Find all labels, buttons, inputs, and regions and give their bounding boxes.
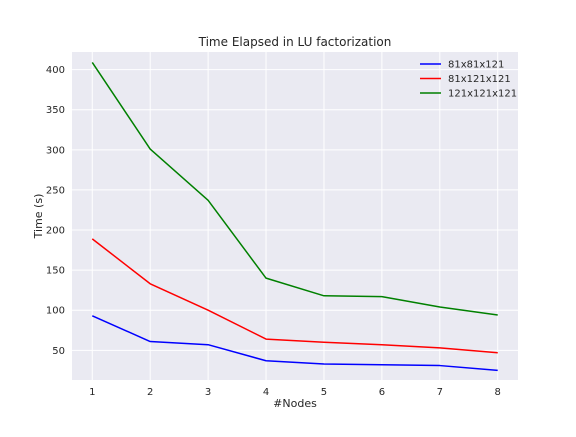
x-tick-label: 8 xyxy=(495,387,501,398)
y-tick-labels: 50 100 150 200 250 300 350 400 xyxy=(46,65,65,357)
x-tick-label: 3 xyxy=(205,387,211,398)
x-tick-label: 2 xyxy=(147,387,153,398)
x-tick-label: 6 xyxy=(379,387,385,398)
x-tick-label: 7 xyxy=(437,387,443,398)
y-tick-label: 250 xyxy=(46,185,65,196)
y-tick-label: 50 xyxy=(52,346,65,357)
legend-label: 121x121x121 xyxy=(448,89,517,100)
x-tick-labels: 1 2 3 4 5 6 7 8 xyxy=(89,387,501,398)
y-tick-label: 350 xyxy=(46,105,65,116)
plot-area xyxy=(72,52,518,380)
x-axis-label: #Nodes xyxy=(273,397,317,410)
chart-title: Time Elapsed in LU factorization xyxy=(198,35,392,49)
x-tick-label: 1 xyxy=(89,387,95,398)
grid xyxy=(72,52,518,380)
y-tick-label: 400 xyxy=(46,65,65,76)
series-line xyxy=(91,315,498,372)
x-tick-label: 5 xyxy=(321,387,327,398)
x-tick-label: 4 xyxy=(263,387,269,398)
y-tick-label: 300 xyxy=(46,145,65,156)
y-tick-label: 150 xyxy=(46,266,65,277)
series-line xyxy=(91,62,498,316)
y-tick-label: 100 xyxy=(46,306,65,317)
y-tick-label: 200 xyxy=(46,226,65,237)
y-axis-label: Time (s) xyxy=(32,194,45,240)
series-line xyxy=(91,238,498,354)
series-lines xyxy=(91,62,498,372)
legend: 81x81x121 81x121x121 121x121x121 xyxy=(420,60,517,100)
legend-label: 81x81x121 xyxy=(448,60,504,71)
legend-label: 81x121x121 xyxy=(448,74,511,85)
